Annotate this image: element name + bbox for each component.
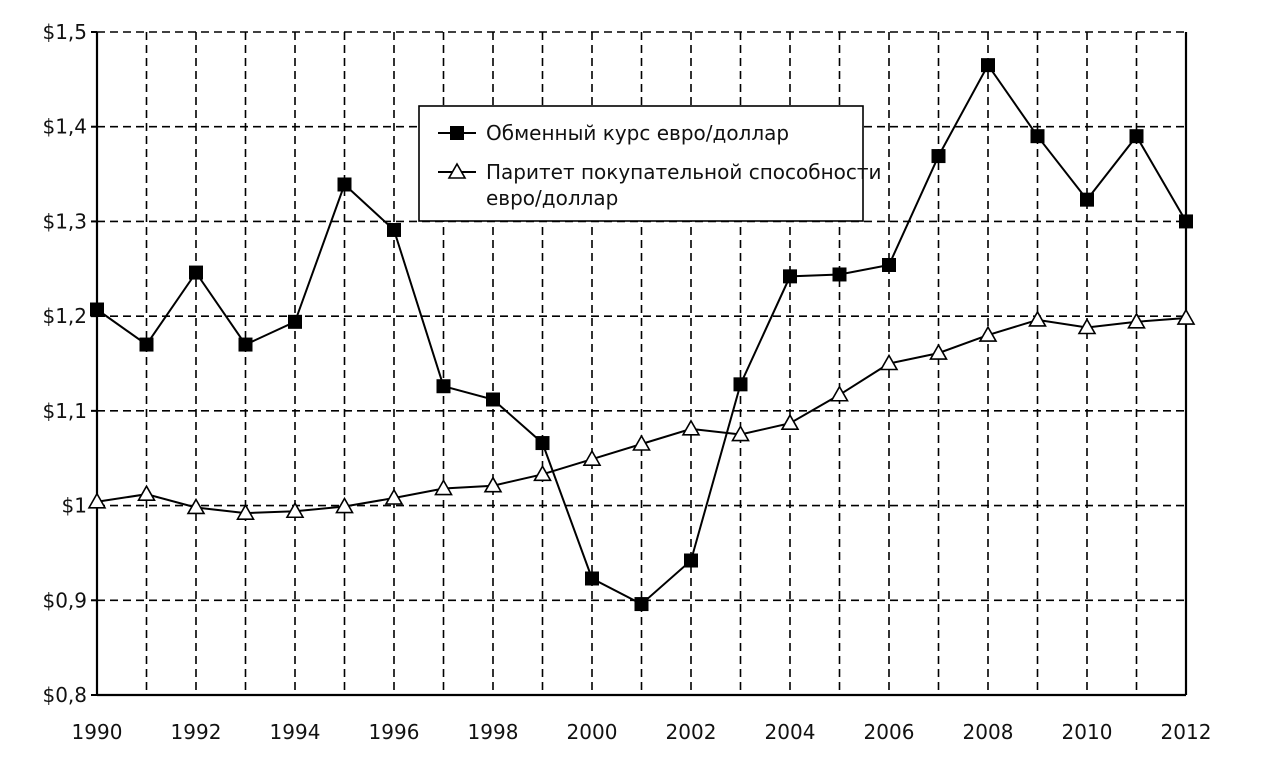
data-point-exchange-rate xyxy=(238,337,253,352)
data-point-ppp xyxy=(87,492,107,509)
data-point-ppp xyxy=(830,385,849,402)
data-point-ppp xyxy=(1127,312,1146,329)
x-tick-label: 1994 xyxy=(270,720,321,744)
data-point-ppp xyxy=(929,343,948,360)
x-tick-label: 2004 xyxy=(765,720,816,744)
data-point-exchange-rate xyxy=(931,149,946,164)
data-point-ppp xyxy=(384,488,404,505)
x-tick-label: 1990 xyxy=(72,720,123,744)
legend-triangle-marker xyxy=(447,162,467,179)
data-point-exchange-rate xyxy=(783,269,797,284)
legend-box xyxy=(418,105,864,222)
series xyxy=(87,58,1196,612)
data-point-ppp xyxy=(1077,317,1097,335)
legend-label-exchange-rate: Обменный курс евро/доллар xyxy=(486,121,789,145)
y-tick-label: $1,3 xyxy=(42,209,87,233)
data-point-exchange-rate xyxy=(981,58,995,73)
x-tick-label: 2002 xyxy=(666,720,717,744)
x-tick-label: 1998 xyxy=(468,720,519,744)
x-axis-tick-labels: 1990 1992 1994 1996 1998 2000 2002 2004 2006 2008… xyxy=(72,720,1212,744)
y-tick-label: $1,4 xyxy=(42,115,87,139)
data-point-exchange-rate xyxy=(1129,129,1144,144)
data-point-ppp xyxy=(1176,308,1196,325)
data-point-ppp xyxy=(879,353,899,371)
y-tick-label: $1 xyxy=(62,494,87,518)
data-point-exchange-rate xyxy=(387,222,401,237)
data-point-ppp xyxy=(1028,310,1047,327)
data-point-exchange-rate xyxy=(139,337,154,352)
x-tick-label: 2006 xyxy=(864,720,915,744)
y-tick-label: $1,5 xyxy=(42,20,87,44)
data-point-ppp xyxy=(681,419,701,436)
x-tick-label: 2008 xyxy=(963,720,1014,744)
data-point-exchange-rate xyxy=(90,302,104,317)
data-point-exchange-rate xyxy=(684,553,698,568)
x-tick-label: 1992 xyxy=(171,720,222,744)
data-point-ppp xyxy=(483,476,503,493)
y-tick-label: $0,8 xyxy=(42,683,87,707)
y-tick-label: $1,2 xyxy=(42,304,87,328)
axes xyxy=(91,31,1188,697)
data-point-ppp xyxy=(978,325,998,342)
data-point-ppp xyxy=(533,464,552,482)
x-tick-label: 2010 xyxy=(1062,720,1113,744)
data-point-exchange-rate xyxy=(832,267,847,282)
data-point-exchange-rate xyxy=(882,257,896,272)
data-point-ppp xyxy=(731,424,750,442)
data-point-exchange-rate xyxy=(337,177,352,192)
y-axis-tick-labels: $0,8 $0,9 $1 $1,1 $1,2 $1,3 $1,4 $1,5 xyxy=(42,20,87,707)
legend-square-marker xyxy=(450,126,464,140)
x-tick-label: 1996 xyxy=(369,720,420,744)
x-tick-label: 2012 xyxy=(1161,720,1212,744)
data-point-ppp xyxy=(434,478,453,496)
data-point-ppp xyxy=(632,434,651,451)
data-point-exchange-rate xyxy=(634,597,649,612)
y-tick-label: $1,1 xyxy=(42,399,87,423)
y-tick-label: $0,9 xyxy=(42,588,87,612)
data-point-ppp xyxy=(285,501,305,519)
data-point-ppp xyxy=(236,503,255,520)
data-point-exchange-rate xyxy=(288,314,302,329)
data-point-ppp xyxy=(582,449,602,466)
data-point-exchange-rate xyxy=(486,392,500,407)
data-point-exchange-rate xyxy=(1080,192,1094,207)
data-point-ppp xyxy=(137,484,156,502)
data-point-exchange-rate xyxy=(535,436,550,451)
data-point-exchange-rate xyxy=(1030,129,1045,144)
data-point-ppp xyxy=(335,496,354,514)
legend: Обменный курс евро/доллар Паритет покупа… xyxy=(418,105,882,222)
data-point-exchange-rate xyxy=(436,379,451,394)
legend-label-ppp-line2: евро/доллар xyxy=(486,186,618,210)
x-tick-label: 2000 xyxy=(567,720,618,744)
data-point-exchange-rate xyxy=(1179,214,1193,229)
legend-label-ppp-line1: Паритет покупательной способности xyxy=(486,160,882,184)
data-point-exchange-rate xyxy=(585,571,599,586)
data-point-exchange-rate xyxy=(189,265,203,280)
data-point-ppp xyxy=(186,497,206,515)
data-point-ppp xyxy=(780,413,800,430)
data-point-exchange-rate xyxy=(733,377,748,392)
